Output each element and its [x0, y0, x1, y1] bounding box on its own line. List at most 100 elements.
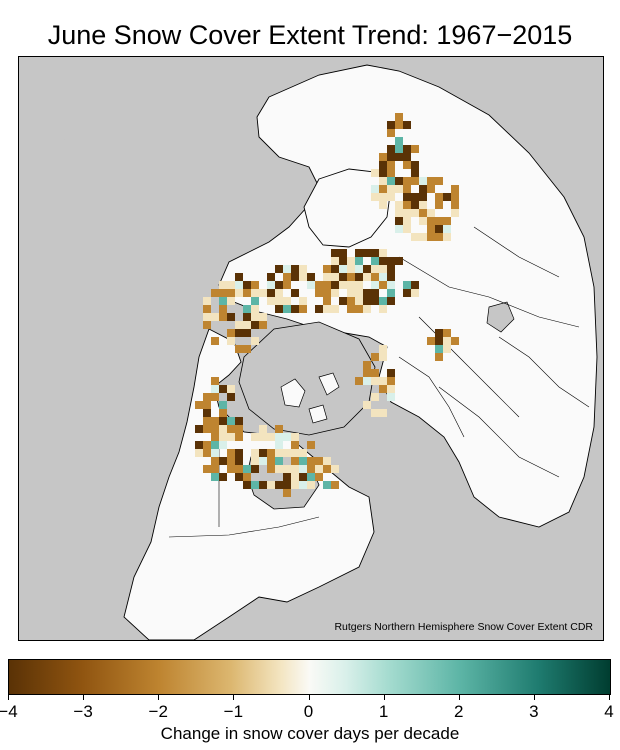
trend-cell	[371, 369, 379, 377]
trend-cell	[411, 201, 419, 209]
trend-cell	[323, 265, 331, 273]
trend-cell	[275, 297, 283, 305]
trend-cell	[347, 297, 355, 305]
trend-cell	[403, 209, 411, 217]
trend-cell	[339, 297, 347, 305]
trend-cell	[211, 393, 219, 401]
trend-cell	[211, 433, 219, 441]
trend-cell	[387, 121, 395, 129]
trend-cell	[435, 337, 443, 345]
trend-cell	[235, 425, 243, 433]
trend-cell	[243, 345, 251, 353]
trend-cell	[283, 297, 291, 305]
trend-cell	[291, 441, 299, 449]
trend-cell	[427, 337, 435, 345]
trend-cell	[195, 425, 203, 433]
trend-cell	[387, 289, 395, 297]
trend-cell	[411, 233, 419, 241]
trend-cell	[299, 305, 307, 313]
trend-cell	[379, 345, 387, 353]
trend-cell	[347, 281, 355, 289]
trend-cell	[291, 465, 299, 473]
trend-cell	[395, 113, 403, 121]
trend-cell	[211, 289, 219, 297]
trend-cell	[315, 465, 323, 473]
trend-cell	[339, 249, 347, 257]
trend-cell	[419, 193, 427, 201]
trend-cell	[379, 305, 387, 313]
trend-cell	[211, 313, 219, 321]
trend-cell	[235, 273, 243, 281]
trend-cell	[291, 449, 299, 457]
trend-cell	[363, 305, 371, 313]
trend-cell	[347, 305, 355, 313]
trend-cell	[299, 265, 307, 273]
trend-cell	[443, 217, 451, 225]
arctic-ocean	[238, 321, 376, 436]
colorbar-tick	[458, 694, 460, 700]
trend-cell	[395, 185, 403, 193]
trend-cell	[363, 377, 371, 385]
trend-cell	[443, 329, 451, 337]
trend-cell	[307, 273, 315, 281]
trend-cell	[307, 465, 315, 473]
trend-cell	[387, 265, 395, 273]
colorbar-tick	[383, 694, 385, 700]
trend-cell	[355, 305, 363, 313]
trend-cell	[219, 281, 227, 289]
trend-cell	[451, 185, 459, 193]
trend-cell	[283, 265, 291, 273]
trend-cell	[419, 185, 427, 193]
trend-cell	[203, 465, 211, 473]
trend-cell	[211, 377, 219, 385]
trend-cell	[371, 353, 379, 361]
colorbar-tick-label: −3	[73, 702, 93, 721]
trend-cell	[291, 289, 299, 297]
trend-cell	[403, 281, 411, 289]
trend-cell	[403, 145, 411, 153]
colorbar-tick	[308, 694, 310, 700]
colorbar-tick-label: −2	[148, 702, 168, 721]
trend-cell	[227, 313, 235, 321]
trend-cell	[243, 465, 251, 473]
trend-cell	[331, 289, 339, 297]
trend-cell	[227, 289, 235, 297]
trend-cell	[427, 217, 435, 225]
trend-cell	[291, 457, 299, 465]
trend-cell	[395, 201, 403, 209]
trend-cell	[379, 273, 387, 281]
trend-cell	[419, 201, 427, 209]
trend-cell	[211, 417, 219, 425]
trend-cell	[251, 449, 259, 457]
trend-cell	[307, 281, 315, 289]
trend-cell	[331, 305, 339, 313]
trend-cell	[427, 209, 435, 217]
trend-cell	[451, 337, 459, 345]
trend-cell	[235, 345, 243, 353]
trend-cell	[331, 249, 339, 257]
trend-cell	[435, 233, 443, 241]
trend-cell	[243, 321, 251, 329]
trend-cell	[387, 385, 395, 393]
trend-cell	[355, 257, 363, 265]
trend-cell	[395, 145, 403, 153]
trend-cell	[395, 217, 403, 225]
trend-cell	[387, 145, 395, 153]
trend-cell	[347, 257, 355, 265]
trend-cell	[283, 465, 291, 473]
trend-cell	[371, 193, 379, 201]
trend-cell	[283, 281, 291, 289]
trend-cell	[395, 121, 403, 129]
trend-cell	[403, 161, 411, 169]
trend-cell	[235, 465, 243, 473]
trend-cell	[299, 273, 307, 281]
trend-cell	[371, 169, 379, 177]
trend-cell	[235, 329, 243, 337]
trend-cell	[203, 409, 211, 417]
trend-cell	[403, 153, 411, 161]
trend-cell	[387, 161, 395, 169]
trend-cell	[219, 417, 227, 425]
trend-cell	[259, 481, 267, 489]
trend-cell	[227, 457, 235, 465]
trend-cell	[251, 433, 259, 441]
